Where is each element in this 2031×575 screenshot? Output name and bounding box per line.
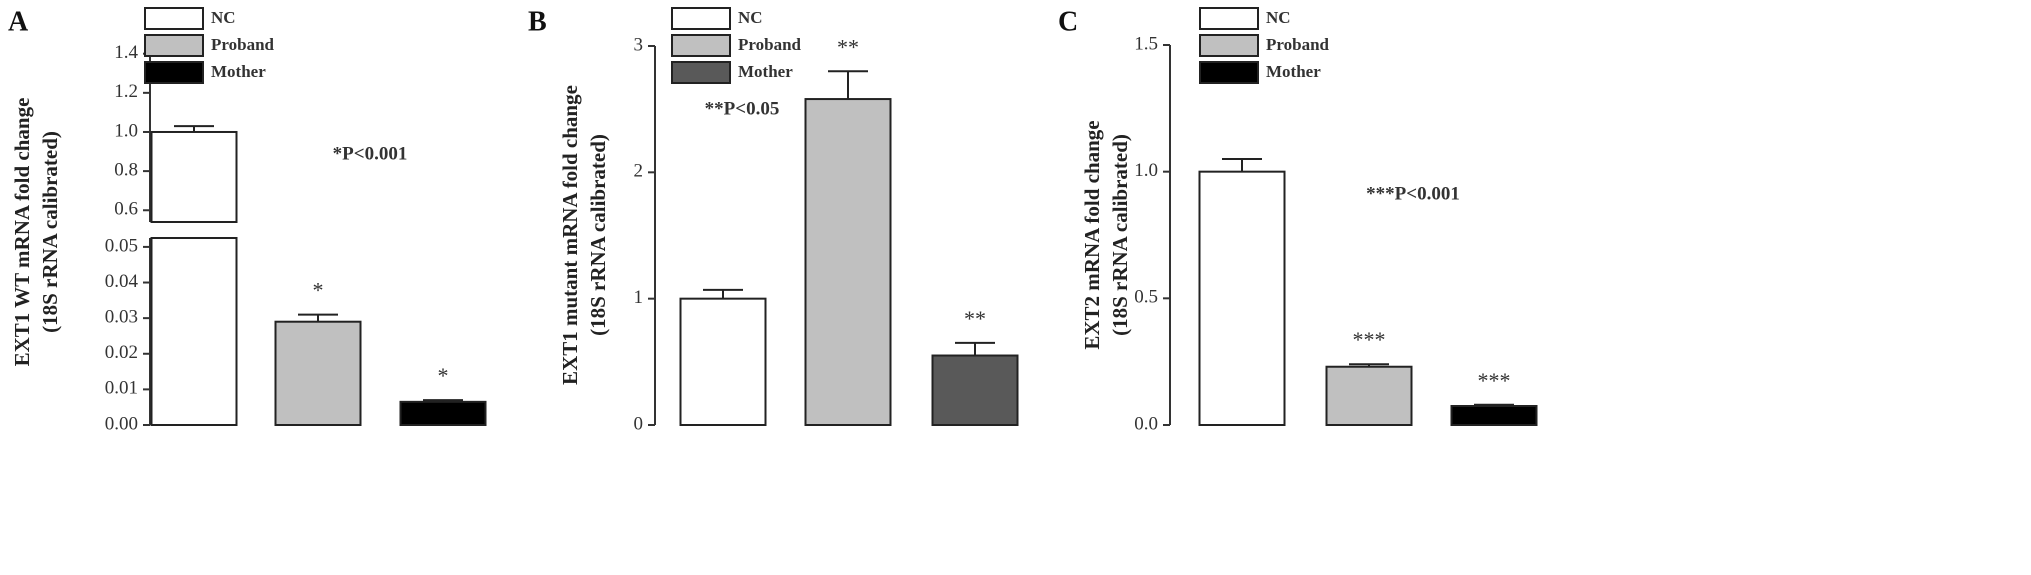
legend-swatch <box>1199 7 1259 30</box>
legend-label: NC <box>211 8 236 27</box>
y-axis-label: (18S rRNA calibrated) <box>1108 134 1132 336</box>
y-tick-label: 0.01 <box>105 378 138 399</box>
y-tick-label: 0.04 <box>105 271 139 292</box>
y-tick-label: 1 <box>634 287 644 308</box>
y-tick-label: 1.2 <box>114 81 138 102</box>
significance-marker: *** <box>1478 368 1511 393</box>
annotation: *P<0.001 <box>333 143 408 164</box>
y-tick-label: 1.0 <box>114 120 138 141</box>
legend-swatch <box>671 61 731 84</box>
y-tick-label: 0.6 <box>114 199 138 220</box>
y-axis-label: EXT2 mRNA fold change <box>1080 120 1104 349</box>
y-tick-label: 0.05 <box>105 235 138 256</box>
legend-label: NC <box>738 8 763 27</box>
annotation: ***P<0.001 <box>1366 183 1460 204</box>
legend-swatch <box>144 34 204 57</box>
y-tick-label: 0.0 <box>1134 413 1158 434</box>
bar <box>150 130 238 224</box>
significance-marker: * <box>438 363 449 388</box>
y-tick-label: 0.00 <box>105 413 138 434</box>
legend-label: Mother <box>1266 62 1321 81</box>
bar <box>1450 405 1538 426</box>
panel-letter: C <box>1058 6 1078 37</box>
panel-letter: B <box>528 6 547 37</box>
legend-swatch <box>1199 34 1259 57</box>
panel-letter: A <box>8 6 29 37</box>
y-tick-label: 0.5 <box>1134 287 1158 308</box>
y-axis-label: (18S rRNA calibrated) <box>38 131 62 333</box>
y-tick-label: 1.5 <box>1134 33 1158 54</box>
y-tick-label: 0.02 <box>105 342 138 363</box>
legend-swatch <box>144 61 204 84</box>
legend-label: Mother <box>211 62 266 81</box>
y-axis-label: (18S rRNA calibrated) <box>586 134 610 336</box>
y-axis-label: EXT1 mutant mRNA fold change <box>558 85 582 385</box>
bar <box>274 320 362 427</box>
y-tick-label: 1.4 <box>114 42 138 63</box>
legend-swatch <box>144 7 204 30</box>
legend-label: Proband <box>1266 35 1330 54</box>
significance-marker: * <box>313 278 324 303</box>
legend-swatch <box>671 34 731 57</box>
y-tick-label: 2 <box>634 161 644 182</box>
legend-label: NC <box>1266 8 1291 27</box>
y-axis-label: EXT1 WT mRNA fold change <box>10 98 34 367</box>
legend-swatch <box>1199 61 1259 84</box>
y-tick-label: 0.03 <box>105 307 138 328</box>
legend-label: Proband <box>738 35 802 54</box>
y-tick-label: 3 <box>634 34 644 55</box>
y-tick-label: 0 <box>634 413 644 434</box>
legend-label: Proband <box>211 35 275 54</box>
bar <box>679 297 767 426</box>
significance-marker: ** <box>837 34 859 59</box>
significance-marker: ** <box>964 306 986 331</box>
significance-marker: *** <box>1353 327 1386 352</box>
bar <box>804 98 892 426</box>
bar <box>1325 365 1413 427</box>
y-tick-label: 0.8 <box>114 159 138 180</box>
annotation: **P<0.05 <box>705 98 780 119</box>
y-tick-label: 1.0 <box>1134 160 1158 181</box>
bar <box>1198 170 1286 426</box>
bar <box>931 354 1019 426</box>
legend-label: Mother <box>738 62 793 81</box>
bar-lower-part <box>150 237 238 426</box>
legend-swatch <box>671 7 731 30</box>
bar <box>399 400 487 427</box>
